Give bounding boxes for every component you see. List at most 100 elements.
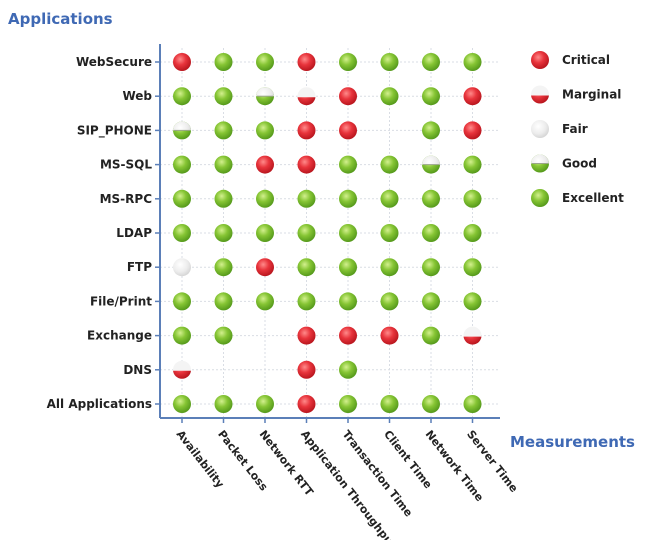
cell-ms-rpc-availability: [173, 189, 191, 208]
cell-sip-phone-network-time: [422, 121, 440, 140]
cell-ftp-packet-loss: [214, 258, 233, 277]
legend-marker-fair: [531, 120, 549, 138]
cell-dns-transaction-time: [339, 360, 357, 379]
legend-marker-excellent: [531, 189, 549, 207]
cell-websecure-application-throughput: [297, 53, 316, 71]
cell-ms-sql-client-time: [380, 155, 399, 174]
cell-ftp-client-time: [380, 258, 399, 277]
cell-ftp-network-time: [422, 258, 440, 277]
cell-ms-sql-network-time: [422, 155, 440, 174]
cell-websecure-network-time: [422, 53, 440, 71]
cell-file-print-transaction-time: [339, 292, 357, 311]
cell-exchange-availability: [173, 326, 191, 345]
legend-label-critical: Critical: [562, 53, 610, 67]
row-label-all-applications: All Applications: [47, 397, 152, 411]
cell-ms-rpc-packet-loss: [214, 189, 233, 208]
row-label-ldap: LDAP: [116, 226, 152, 240]
cell-sip-phone-application-throughput: [297, 121, 316, 140]
cell-ldap-packet-loss: [214, 224, 233, 242]
cell-file-print-packet-loss: [214, 292, 233, 311]
cell-ftp-application-throughput: [297, 258, 316, 277]
cell-ldap-client-time: [380, 224, 399, 242]
cell-exchange-transaction-time: [339, 326, 357, 345]
cell-sip-phone-network-rtt: [256, 121, 274, 140]
cell-all-applications-network-time: [422, 395, 440, 413]
cell-all-applications-packet-loss: [214, 395, 233, 413]
cell-ms-sql-availability: [173, 155, 191, 174]
cell-websecure-server-time: [463, 53, 482, 71]
legend-label-excellent: Excellent: [562, 191, 624, 205]
cell-exchange-server-time: [463, 326, 482, 345]
cell-ms-sql-application-throughput: [297, 155, 316, 174]
cell-file-print-network-time: [422, 292, 440, 311]
row-label-exchange: Exchange: [87, 329, 152, 343]
cell-dns-application-throughput: [297, 360, 316, 379]
cell-file-print-server-time: [463, 292, 482, 311]
row-label-web: Web: [122, 89, 152, 103]
cell-ftp-server-time: [463, 258, 482, 277]
cell-sip-phone-availability: [173, 121, 191, 140]
cell-ms-sql-server-time: [463, 155, 482, 174]
cell-ldap-network-time: [422, 224, 440, 242]
x-axis-title: Measurements: [510, 433, 635, 451]
cell-all-applications-client-time: [380, 395, 399, 413]
cell-all-applications-server-time: [463, 395, 482, 413]
cell-all-applications-transaction-time: [339, 395, 357, 413]
cell-exchange-client-time: [380, 326, 399, 345]
cell-ms-rpc-network-time: [422, 189, 440, 208]
cell-web-network-time: [422, 87, 440, 106]
legend-marker-marginal: [531, 85, 549, 104]
cell-web-availability: [173, 87, 191, 106]
cell-ftp-availability: [173, 258, 191, 277]
row-label-dns: DNS: [123, 363, 152, 377]
cell-all-applications-network-rtt: [256, 395, 274, 413]
row-label-sip-phone: SIP_PHONE: [77, 123, 152, 138]
cell-ms-rpc-network-rtt: [256, 189, 274, 208]
cell-websecure-client-time: [380, 53, 399, 71]
cell-ms-sql-transaction-time: [339, 155, 357, 174]
cell-websecure-availability: [173, 53, 191, 71]
cell-websecure-packet-loss: [214, 53, 233, 71]
cell-dns-availability: [173, 360, 191, 379]
cell-ftp-network-rtt: [256, 258, 274, 277]
cell-ms-rpc-application-throughput: [297, 189, 316, 208]
cell-ldap-network-rtt: [256, 224, 274, 242]
col-label-transaction-time: Transaction Time: [340, 428, 415, 519]
cell-ftp-transaction-time: [339, 258, 357, 277]
cell-ldap-application-throughput: [297, 224, 316, 242]
cell-sip-phone-packet-loss: [214, 121, 233, 140]
cell-sip-phone-transaction-time: [339, 121, 357, 140]
cell-web-server-time: [463, 87, 482, 106]
cell-file-print-network-rtt: [256, 292, 274, 311]
cell-file-print-availability: [173, 292, 191, 311]
y-axis-title: Applications: [8, 10, 113, 28]
row-label-ms-sql: MS-SQL: [100, 158, 152, 172]
cell-ldap-availability: [173, 224, 191, 242]
cell-ms-rpc-transaction-time: [339, 189, 357, 208]
cell-websecure-network-rtt: [256, 53, 274, 71]
cell-file-print-client-time: [380, 292, 399, 311]
cell-ms-sql-network-rtt: [256, 155, 274, 174]
legend-marker-good: [531, 154, 549, 173]
cell-ms-sql-packet-loss: [214, 155, 233, 174]
cell-all-applications-availability: [173, 395, 191, 413]
cell-web-application-throughput: [297, 87, 316, 106]
cell-web-packet-loss: [214, 87, 233, 106]
cell-web-transaction-time: [339, 87, 357, 106]
cell-exchange-network-time: [422, 326, 440, 345]
legend-label-marginal: Marginal: [562, 88, 621, 102]
legend-label-good: Good: [562, 157, 597, 171]
cell-exchange-application-throughput: [297, 326, 316, 345]
row-label-ftp: FTP: [127, 260, 152, 274]
cell-ms-rpc-server-time: [463, 189, 482, 208]
legend-marker-critical: [531, 51, 549, 69]
cell-web-network-rtt: [256, 87, 274, 106]
cell-ldap-transaction-time: [339, 224, 357, 242]
row-label-websecure: WebSecure: [76, 55, 152, 69]
row-label-file-print: File/Print: [90, 294, 152, 308]
cell-ldap-server-time: [463, 224, 482, 242]
cell-sip-phone-server-time: [463, 121, 482, 140]
cell-web-client-time: [380, 87, 399, 106]
